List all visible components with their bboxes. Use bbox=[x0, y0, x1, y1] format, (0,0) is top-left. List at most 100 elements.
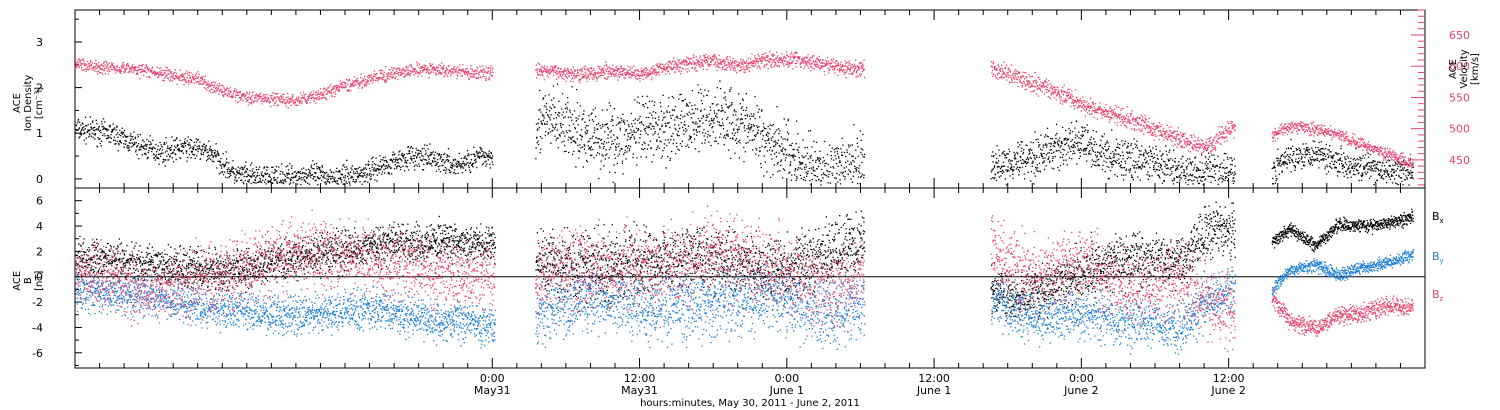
data-point bbox=[1076, 121, 1077, 122]
data-point bbox=[117, 132, 118, 133]
data-point bbox=[1118, 158, 1119, 159]
data-point bbox=[458, 173, 459, 174]
data-point bbox=[1013, 170, 1014, 171]
data-point bbox=[465, 156, 466, 157]
data-point bbox=[669, 112, 670, 113]
data-point bbox=[1134, 138, 1135, 139]
data-point bbox=[703, 129, 704, 130]
data-point bbox=[189, 144, 190, 145]
data-point bbox=[1002, 173, 1003, 174]
data-point bbox=[806, 166, 807, 167]
data-point bbox=[455, 173, 456, 174]
data-point bbox=[465, 170, 466, 171]
data-point bbox=[404, 170, 405, 171]
data-point bbox=[824, 163, 825, 164]
data-point bbox=[404, 162, 405, 163]
data-point bbox=[197, 151, 198, 152]
data-point bbox=[149, 144, 150, 145]
data-point bbox=[445, 167, 446, 168]
y-tick-label: 3 bbox=[36, 36, 43, 49]
data-point bbox=[564, 141, 565, 142]
data-point bbox=[95, 134, 96, 135]
data-point bbox=[308, 174, 309, 175]
data-point bbox=[840, 183, 841, 184]
data-point bbox=[169, 148, 170, 149]
data-point bbox=[130, 133, 131, 134]
data-point bbox=[629, 148, 630, 149]
data-point bbox=[288, 169, 289, 170]
data-point bbox=[557, 114, 558, 115]
data-point bbox=[808, 130, 809, 131]
data-point bbox=[1089, 150, 1090, 151]
data-point bbox=[678, 131, 679, 132]
data-point bbox=[1119, 148, 1120, 149]
data-point bbox=[668, 122, 669, 123]
data-point bbox=[540, 111, 541, 112]
data-point bbox=[313, 176, 314, 177]
data-point bbox=[996, 145, 997, 146]
data-point bbox=[1130, 145, 1131, 146]
data-point bbox=[640, 134, 641, 135]
data-point bbox=[94, 127, 95, 128]
data-point bbox=[776, 156, 777, 157]
data-point bbox=[710, 110, 711, 111]
data-point bbox=[1074, 145, 1075, 146]
data-point bbox=[637, 96, 638, 97]
data-point bbox=[160, 156, 161, 157]
data-point bbox=[489, 164, 490, 165]
data-point bbox=[1022, 153, 1023, 154]
data-point bbox=[648, 144, 649, 145]
data-point bbox=[546, 112, 547, 113]
data-point bbox=[757, 133, 758, 134]
density-series bbox=[75, 116, 494, 185]
data-point bbox=[610, 105, 611, 106]
data-point bbox=[594, 132, 595, 133]
data-point bbox=[846, 166, 847, 167]
data-point bbox=[1134, 167, 1135, 168]
data-point bbox=[159, 142, 160, 143]
data-point bbox=[444, 161, 445, 162]
data-point bbox=[656, 141, 657, 142]
data-point bbox=[858, 171, 859, 172]
data-point bbox=[1033, 142, 1034, 143]
data-point bbox=[397, 162, 398, 163]
data-point bbox=[573, 123, 574, 124]
data-point bbox=[267, 173, 268, 174]
data-point bbox=[677, 149, 678, 150]
data-point bbox=[548, 132, 549, 133]
data-point bbox=[80, 124, 81, 125]
data-point bbox=[738, 93, 739, 94]
data-point bbox=[652, 117, 653, 118]
data-point bbox=[289, 174, 290, 175]
data-point bbox=[405, 157, 406, 158]
data-point bbox=[449, 170, 450, 171]
data-point bbox=[674, 119, 675, 120]
data-point bbox=[272, 183, 273, 184]
data-point bbox=[425, 153, 426, 154]
data-point bbox=[1066, 160, 1067, 161]
data-point bbox=[242, 167, 243, 168]
data-point bbox=[131, 138, 132, 139]
data-point bbox=[539, 127, 540, 128]
data-point bbox=[85, 117, 86, 118]
data-point bbox=[155, 159, 156, 160]
data-point bbox=[838, 156, 839, 157]
data-point bbox=[173, 161, 174, 162]
data-point bbox=[259, 181, 260, 182]
data-point bbox=[450, 162, 451, 163]
data-point bbox=[1110, 153, 1111, 154]
data-point bbox=[736, 138, 737, 139]
data-point bbox=[651, 115, 652, 116]
data-point bbox=[616, 147, 617, 148]
data-point bbox=[585, 152, 586, 153]
data-point bbox=[783, 148, 784, 149]
data-point bbox=[582, 136, 583, 137]
data-point bbox=[286, 166, 287, 167]
data-point bbox=[482, 151, 483, 152]
data-point bbox=[1007, 170, 1008, 171]
data-point bbox=[1058, 145, 1059, 146]
data-point bbox=[1083, 150, 1084, 151]
data-point bbox=[377, 174, 378, 175]
data-point bbox=[1130, 168, 1131, 169]
data-point bbox=[697, 84, 698, 85]
